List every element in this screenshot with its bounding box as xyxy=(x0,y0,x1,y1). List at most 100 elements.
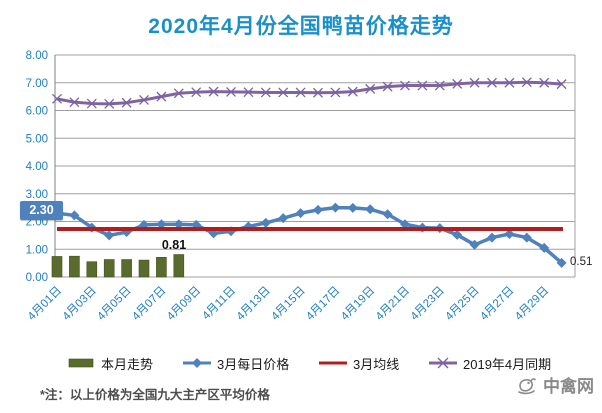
x-axis-tick-label: 4月01日 xyxy=(26,285,64,323)
diamond-marker xyxy=(487,232,497,243)
bar-month-trend xyxy=(138,259,150,278)
last-point-data-label: 0.51 xyxy=(570,256,593,268)
line-swatch-icon xyxy=(318,356,348,370)
first-point-data-label: 2.30 xyxy=(20,201,63,220)
chart-title: 2020年4月份全国鸭苗价格走势 xyxy=(148,15,454,38)
x-axis-tick-label: 4月15日 xyxy=(269,285,307,323)
x-marker xyxy=(191,87,202,98)
x-axis-tick-label: 4月17日 xyxy=(304,285,342,323)
bar-month-trend xyxy=(173,254,185,278)
bar-swatch-icon xyxy=(66,356,96,370)
diamond-marker xyxy=(295,208,306,219)
x-marker xyxy=(313,87,323,98)
x-marker xyxy=(487,77,497,88)
x-marker xyxy=(260,87,271,98)
footnote: *注：以上价格为全国九大主产区平均价格 xyxy=(40,388,270,402)
x-marker xyxy=(156,91,167,102)
legend-item-march-daily-price: 3月每日价格 xyxy=(182,353,289,373)
x-marker xyxy=(434,80,445,91)
bar-month-trend xyxy=(86,261,98,278)
diamond-marker xyxy=(504,228,515,239)
legend-item-march-average-line: 3月均线 xyxy=(318,353,399,373)
diamond-line-swatch-icon xyxy=(182,356,212,370)
x-marker xyxy=(139,94,149,105)
diamond-marker xyxy=(469,239,480,250)
x-marker xyxy=(504,77,515,88)
x-axis-tick-label: 4月03日 xyxy=(61,285,99,323)
x-marker xyxy=(556,79,567,90)
x-line-swatch-icon xyxy=(428,356,458,370)
x-marker xyxy=(365,83,376,94)
diamond-marker xyxy=(330,202,341,213)
diamond-marker xyxy=(260,217,271,228)
diamond-marker xyxy=(278,213,289,224)
diamond-marker xyxy=(556,257,567,268)
x-axis-tick-label: 4月13日 xyxy=(235,285,273,323)
line-march-daily-price xyxy=(56,205,563,265)
x-marker xyxy=(52,93,62,104)
x-marker xyxy=(226,86,236,97)
legend-label: 本月走势 xyxy=(101,356,154,372)
diamond-marker xyxy=(156,219,167,230)
diamond-marker xyxy=(382,209,393,220)
x-marker xyxy=(347,86,358,97)
x-marker xyxy=(295,87,306,98)
x-marker xyxy=(278,87,289,98)
legend-item-april-2019: 2019年4月同期 xyxy=(428,353,551,373)
x-axis-tick-label: 4月23日 xyxy=(409,285,447,323)
x-axis-tick-label: 4月05日 xyxy=(95,285,133,323)
chart-legend: 本月走势 3月每日价格 3月均线 2019年4月同期 xyxy=(0,353,602,377)
x-marker xyxy=(400,80,410,91)
x-marker xyxy=(208,86,219,97)
price-trend-plot: 0.001.002.003.004.005.006.007.008.004月01… xyxy=(26,50,576,323)
y-axis-tick-label: 7.00 xyxy=(26,78,48,90)
bar-month-trend xyxy=(69,255,80,278)
line-april-2019 xyxy=(56,80,562,106)
diamond-marker xyxy=(347,202,358,213)
x-axis-tick-label: 4月07日 xyxy=(130,285,168,323)
x-axis-tick-label: 4月25日 xyxy=(443,285,481,323)
diamond-marker xyxy=(539,242,550,253)
diamond-marker xyxy=(400,219,410,230)
y-axis-tick-label: 4.00 xyxy=(26,161,48,173)
x-marker xyxy=(417,80,428,91)
x-axis-tick-label: 4月11日 xyxy=(200,285,238,323)
x-marker xyxy=(86,98,97,109)
x-marker xyxy=(69,97,80,108)
diamond-marker xyxy=(365,204,376,215)
bar-month-trend xyxy=(156,256,167,278)
x-marker xyxy=(452,78,463,89)
diamond-marker xyxy=(521,232,532,243)
x-axis-tick-label: 4月19日 xyxy=(339,285,377,323)
x-marker xyxy=(243,87,254,98)
legend-item-month-trend: 本月走势 xyxy=(66,353,153,373)
legend-label: 3月均线 xyxy=(353,356,400,372)
x-marker xyxy=(521,77,532,88)
x-marker xyxy=(382,81,393,92)
y-axis-tick-label: 1.00 xyxy=(26,244,48,256)
y-axis-tick-label: 5.00 xyxy=(26,133,48,145)
x-axis-tick-label: 4月21日 xyxy=(374,285,412,323)
y-axis-tick-label: 0.00 xyxy=(26,272,48,284)
legend-label: 2019年4月同期 xyxy=(463,356,552,372)
diamond-marker xyxy=(313,204,323,215)
y-axis-tick-label: 6.00 xyxy=(26,106,48,118)
x-marker xyxy=(539,77,550,88)
diamond-marker xyxy=(69,210,80,221)
x-marker xyxy=(330,87,341,98)
y-axis-tick-label: 8.00 xyxy=(26,50,48,62)
last-bar-data-label: 0.81 xyxy=(161,238,187,252)
y-axis-tick-label: 3.00 xyxy=(26,189,48,201)
diamond-marker xyxy=(173,219,184,230)
diamond-marker xyxy=(104,230,115,241)
x-marker xyxy=(104,98,115,109)
bar-month-trend xyxy=(121,259,132,278)
bar-month-trend xyxy=(103,259,115,278)
diamond-marker xyxy=(452,229,463,240)
site-logo: 中禽网 xyxy=(515,372,594,397)
x-axis-tick-label: 4月29日 xyxy=(513,285,551,323)
x-marker xyxy=(121,97,132,108)
x-marker xyxy=(173,88,184,99)
x-axis-tick-label: 4月27日 xyxy=(478,285,516,323)
